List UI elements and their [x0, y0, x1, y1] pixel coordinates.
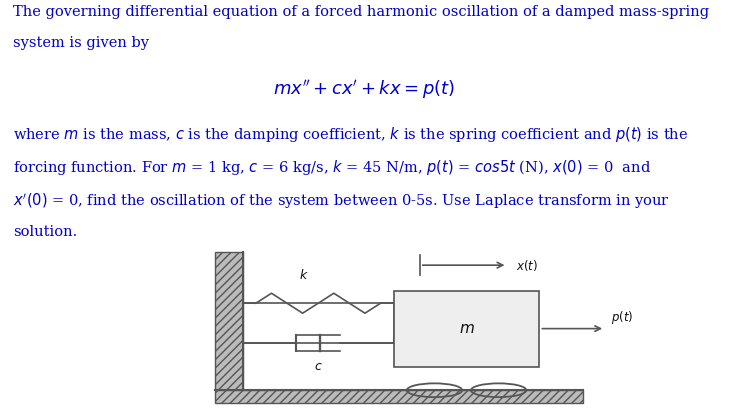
- Text: $m$: $m$: [459, 322, 475, 336]
- Text: The governing differential equation of a forced harmonic oscillation of a damped: The governing differential equation of a…: [13, 5, 709, 19]
- Text: $x(t)$: $x(t)$: [516, 258, 538, 273]
- Text: solution.: solution.: [13, 225, 77, 239]
- Text: $x'(0)$ = 0, find the oscillation of the system between 0-5s. Use Laplace transf: $x'(0)$ = 0, find the oscillation of the…: [13, 192, 670, 211]
- Bar: [215, 390, 583, 403]
- Text: system is given by: system is given by: [13, 36, 149, 50]
- Bar: [394, 290, 539, 367]
- Text: forcing function. For $m$ = 1 kg, $c$ = 6 kg/s, $k$ = 45 N/m, $p(t)$ = $cos5t$ (: forcing function. For $m$ = 1 kg, $c$ = …: [13, 158, 651, 177]
- Text: $c$: $c$: [314, 360, 322, 373]
- Bar: [215, 253, 243, 390]
- Text: $k$: $k$: [299, 268, 308, 282]
- Text: $p(t)$: $p(t)$: [611, 309, 634, 326]
- Text: where $m$ is the mass, $c$ is the damping coefficient, $k$ is the spring coeffic: where $m$ is the mass, $c$ is the dampin…: [13, 124, 688, 144]
- Text: $mx'' + cx' + kx = p(t)$: $mx'' + cx' + kx = p(t)$: [273, 78, 456, 101]
